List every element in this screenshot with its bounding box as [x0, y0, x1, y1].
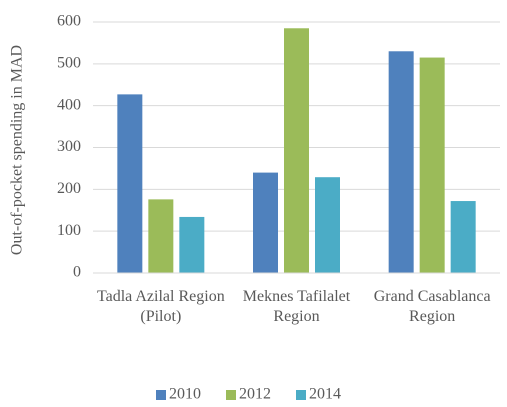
y-tick-label: 100 — [57, 222, 81, 239]
bar — [179, 216, 205, 273]
bar — [284, 28, 309, 274]
bar — [388, 51, 414, 274]
bar — [117, 94, 143, 273]
y-axis-title: Out-of-pocket spending in MAD — [9, 45, 26, 255]
y-tick-label: 300 — [57, 138, 81, 155]
bar — [148, 199, 174, 273]
y-tick-label: 500 — [57, 55, 81, 72]
legend-label: 2010 — [169, 386, 201, 403]
legend-swatch — [226, 390, 236, 400]
bar — [315, 177, 340, 273]
bar — [450, 201, 476, 273]
legend-swatch — [296, 390, 306, 400]
y-tick-label: 200 — [57, 180, 81, 197]
y-tick-label: 0 — [73, 264, 81, 281]
legend-label: 2014 — [309, 386, 341, 403]
bar — [253, 172, 278, 273]
x-tick-label: Grand Casablanca Region — [373, 288, 491, 325]
bar — [419, 57, 445, 273]
y-tick-label: 600 — [57, 13, 81, 30]
x-tick-label: Meknes Tafilalet Region — [242, 288, 351, 325]
x-tick-label: Tadla Azilal Region (Pilot) — [96, 288, 225, 325]
legend-swatch — [156, 390, 166, 400]
y-tick-label: 400 — [57, 96, 81, 113]
legend-label: 2012 — [239, 386, 271, 403]
